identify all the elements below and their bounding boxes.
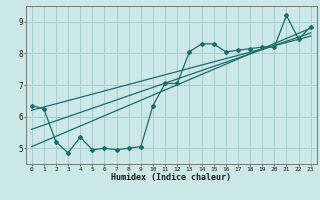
X-axis label: Humidex (Indice chaleur): Humidex (Indice chaleur): [111, 173, 231, 182]
